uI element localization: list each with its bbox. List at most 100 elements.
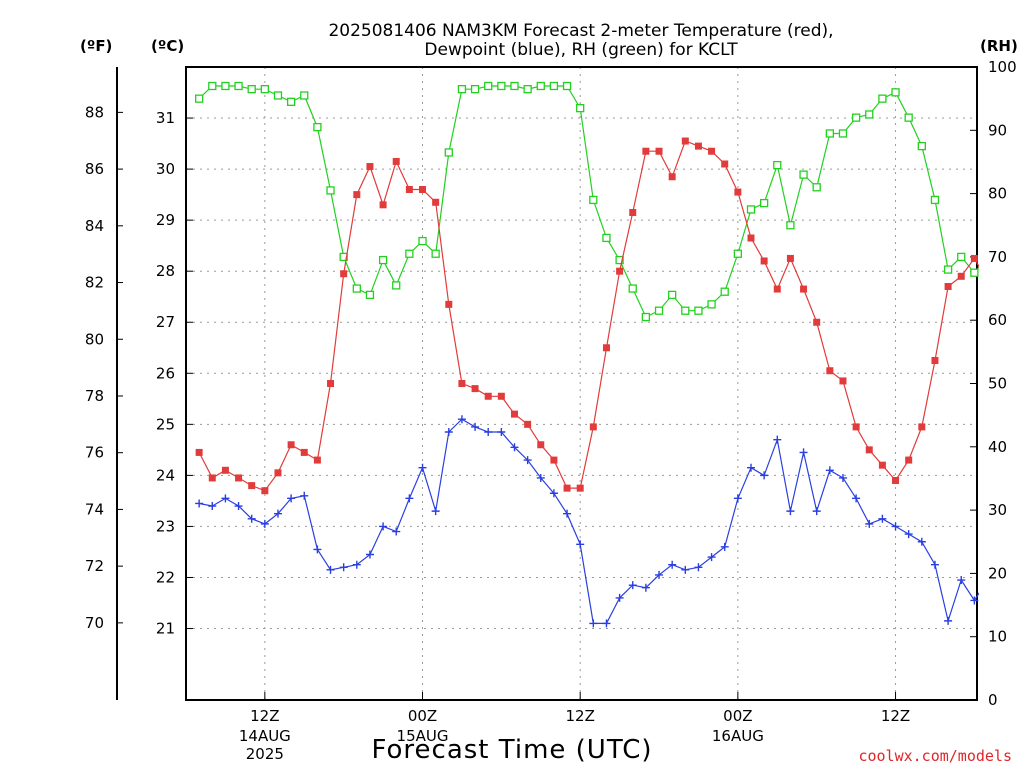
dewpoint-point xyxy=(720,542,729,551)
temperature-point xyxy=(379,201,387,209)
dewpoint-point xyxy=(747,463,755,472)
rh-tick-label: 30 xyxy=(988,501,1007,519)
dewpoint-point xyxy=(287,494,296,503)
chart-title-line-2: Dewpoint (blue), RH (green) for KCLT xyxy=(424,40,738,60)
fahrenheit-unit-label: (ºF) xyxy=(80,37,112,55)
temperature-point xyxy=(589,423,597,431)
rh-point xyxy=(838,129,848,138)
x-tick-sublabel: 16AUG xyxy=(712,727,764,745)
dewpoint-point xyxy=(944,616,953,625)
rh-point xyxy=(352,284,361,293)
rh-tick-label: 10 xyxy=(988,628,1007,646)
temperature-point xyxy=(392,157,400,165)
rh-point xyxy=(536,81,545,91)
dewpoint-point xyxy=(838,473,847,482)
temperature-point xyxy=(602,344,610,352)
temperature-point xyxy=(366,163,374,171)
celsius-tick-label: 21 xyxy=(156,620,175,638)
rh-point xyxy=(549,81,559,91)
x-tick-sublabel: 2025 xyxy=(246,745,284,763)
rh-point xyxy=(773,160,782,170)
temperature-point xyxy=(195,448,203,456)
x-tick-label: 12Z xyxy=(881,707,910,725)
dewpoint-point xyxy=(628,581,637,590)
series-dewpoint xyxy=(195,415,979,628)
rh-point xyxy=(247,85,256,94)
rh-point xyxy=(378,255,388,265)
temperature-point xyxy=(235,474,243,482)
chart-title-line-1: 2025081406 NAM3KM Forecast 2-meter Tempe… xyxy=(328,21,833,41)
rh-point xyxy=(405,249,414,258)
rh-point xyxy=(694,306,703,315)
rh-point xyxy=(812,183,821,192)
temperature-point xyxy=(616,267,624,275)
celsius-tick-label: 31 xyxy=(156,109,175,127)
temperature-point xyxy=(878,461,886,469)
temperature-point xyxy=(905,456,913,464)
dewpoint-point xyxy=(615,593,624,602)
fahrenheit-tick-label: 82 xyxy=(85,274,104,292)
rh-point xyxy=(260,85,269,94)
celsius-tick-label: 29 xyxy=(156,211,175,229)
dewpoint-point xyxy=(655,570,664,579)
dewpoint-point xyxy=(917,537,926,546)
rh-point xyxy=(392,281,401,290)
celsius-tick-label: 23 xyxy=(156,517,175,535)
dewpoint-point xyxy=(878,514,887,523)
temperature-point xyxy=(786,254,794,262)
temperature-point xyxy=(340,270,348,278)
temperature-point xyxy=(681,137,689,145)
rh-point xyxy=(286,97,296,106)
celsius-tick-label: 26 xyxy=(156,364,175,382)
temperature-point xyxy=(747,234,755,242)
temperature-point xyxy=(655,147,663,155)
fahrenheit-tick-label: 86 xyxy=(85,160,104,178)
series-temperature xyxy=(195,137,979,495)
celsius-tick-label: 25 xyxy=(156,415,175,433)
temperature-point xyxy=(839,377,847,385)
x-tick-label: 00Z xyxy=(408,707,437,725)
temperature-point xyxy=(892,476,900,484)
temperature-point xyxy=(708,147,716,155)
temperature-point xyxy=(773,285,781,293)
temperature-point xyxy=(445,300,453,308)
x-tick-sublabel: 15AUG xyxy=(397,727,449,745)
dewpoint-point xyxy=(852,494,861,503)
dewpoint-point xyxy=(260,519,269,528)
rh-point xyxy=(576,103,585,113)
dewpoint-point xyxy=(549,489,558,498)
rh-point xyxy=(300,91,309,100)
fahrenheit-tick-label: 78 xyxy=(85,387,104,405)
rh-point xyxy=(970,268,979,277)
rh-point xyxy=(510,81,519,91)
dewpoint-point xyxy=(930,560,939,569)
rh-point xyxy=(326,186,335,195)
rh-point xyxy=(431,249,440,258)
rh-point xyxy=(641,312,651,322)
dewpoint-point xyxy=(694,563,703,572)
rh-point xyxy=(273,91,283,100)
rh-point xyxy=(786,221,795,230)
temperature-point xyxy=(405,186,413,194)
dewpoint-point xyxy=(891,522,900,531)
temperature-point xyxy=(497,392,505,400)
temperature-point xyxy=(852,423,860,431)
fahrenheit-tick-label: 70 xyxy=(85,614,104,632)
rh-point xyxy=(628,284,637,293)
dewpoint-point xyxy=(904,530,913,539)
dewpoint-point xyxy=(641,583,650,592)
rh-point xyxy=(339,252,348,262)
dewpoint-point xyxy=(773,435,782,444)
dewpoint-point xyxy=(970,596,979,605)
dewpoint-point xyxy=(431,507,440,516)
rh-point xyxy=(523,85,532,94)
rh-point xyxy=(891,88,900,97)
rh-point xyxy=(746,205,756,214)
dewpoint-point xyxy=(576,540,585,549)
temperature-point xyxy=(432,198,440,206)
rh-point xyxy=(668,290,677,300)
temperature-point xyxy=(576,484,584,492)
rh-point xyxy=(707,300,716,309)
rh-point xyxy=(799,170,808,179)
